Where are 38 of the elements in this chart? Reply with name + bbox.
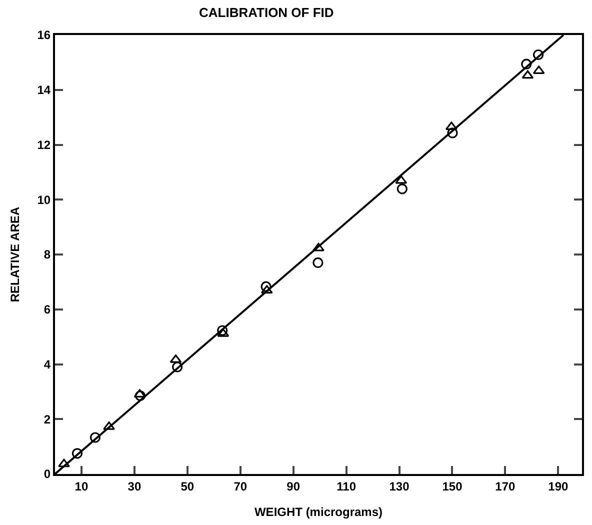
x-tick-label: 90 xyxy=(286,479,300,494)
point xyxy=(521,58,532,70)
y-tick-label: 8 xyxy=(44,248,51,262)
x-tick-label: 170 xyxy=(495,479,516,494)
x-tick-label: 70 xyxy=(234,479,248,494)
point xyxy=(72,448,83,459)
point xyxy=(447,128,458,138)
x-tick-label: 150 xyxy=(442,479,463,494)
y-tick-label: 14 xyxy=(37,83,51,98)
y-tick-label: 12 xyxy=(37,138,51,152)
x-tick-label: 130 xyxy=(389,479,410,494)
y-tick-label: 16 xyxy=(37,28,51,42)
x-axis-title: WEIGHT (micrograms) xyxy=(254,504,383,519)
x-tick-label: 50 xyxy=(180,479,194,494)
point xyxy=(395,175,408,184)
point xyxy=(58,458,70,468)
point xyxy=(217,325,228,336)
x-tick-label: 10 xyxy=(74,479,88,494)
y-tick-label: 4 xyxy=(44,357,51,372)
point xyxy=(312,242,324,252)
y-axis-title: RELATIVE AREA xyxy=(8,206,22,302)
x-tick-label: 110 xyxy=(336,479,356,494)
point xyxy=(134,390,146,402)
point xyxy=(260,281,272,292)
chart-title: CALIBRATION OF FID xyxy=(198,4,334,20)
y-tick-label: 10 xyxy=(37,192,51,207)
point xyxy=(312,257,324,268)
y-tick-label: 0 xyxy=(44,467,51,482)
x-tick-label: 30 xyxy=(128,479,142,494)
point xyxy=(522,70,534,79)
x-tick-label: 190 xyxy=(548,479,568,494)
point xyxy=(217,328,230,337)
point xyxy=(90,432,101,443)
point xyxy=(172,362,183,372)
y-tick-label: 6 xyxy=(44,302,51,317)
point xyxy=(533,49,544,60)
y-tick-label: 2 xyxy=(44,412,51,426)
point xyxy=(396,184,408,194)
